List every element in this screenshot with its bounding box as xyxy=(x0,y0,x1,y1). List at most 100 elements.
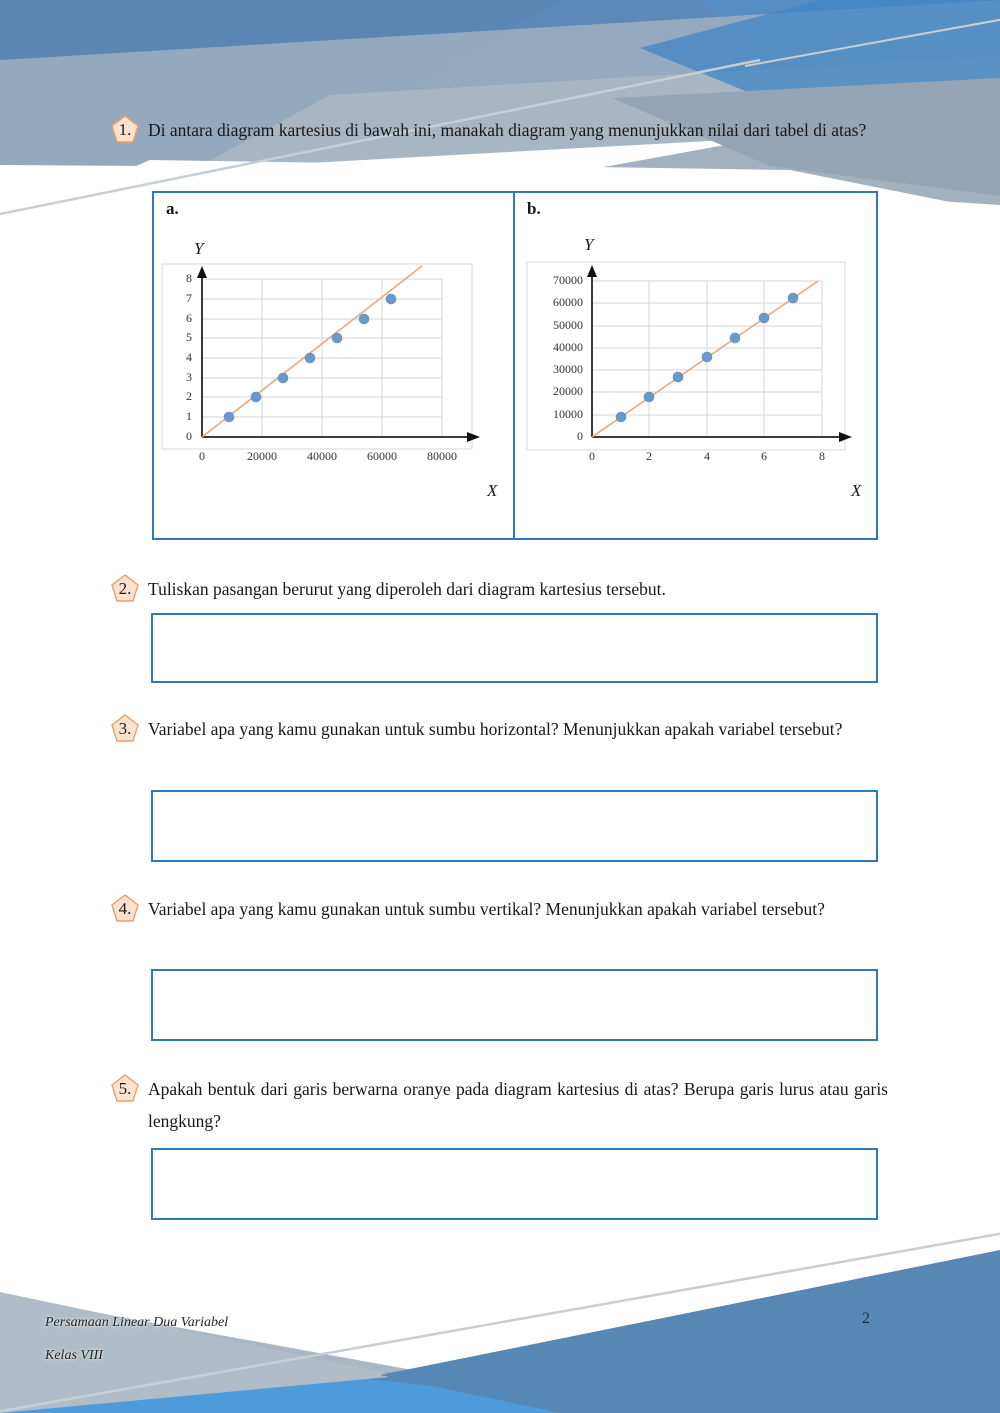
deco-shape-bottom-blue xyxy=(0,1250,1000,1413)
chart-a-ylabel: Y xyxy=(194,239,204,258)
question-number-1: 1. xyxy=(118,120,132,139)
chart-a-xtick: 20000 xyxy=(247,449,277,463)
chart-a-trendline xyxy=(201,265,423,438)
chart-b-gridlines-vertical xyxy=(648,281,823,437)
chart-a-xtick: 0 xyxy=(199,449,205,463)
chart-b-point xyxy=(701,351,713,363)
chart-b-ytick: 40000 xyxy=(553,340,583,354)
answer-box-q4[interactable] xyxy=(151,969,878,1041)
chart-b-xtick: 2 xyxy=(646,449,652,463)
chart-a-point xyxy=(331,332,343,344)
chart-cell-b: b. Y X xyxy=(515,193,876,538)
question-text-2: Tuliskan pasangan berurut yang diperoleh… xyxy=(148,579,666,599)
question-3: 3. Variabel apa yang kamu gunakan untuk … xyxy=(110,713,890,745)
question-text-3: Variabel apa yang kamu gunakan untuk sum… xyxy=(148,719,843,739)
chart-a-ytick: 1 xyxy=(186,409,192,423)
question-5: 5. Apakah bentuk dari garis berwarna ora… xyxy=(110,1073,890,1137)
chart-a-xtick: 60000 xyxy=(367,449,397,463)
chart-b-point xyxy=(787,292,799,304)
chart-cell-a: a. Y X xyxy=(154,193,515,538)
question-number-3: 3. xyxy=(118,719,132,738)
chart-a-ytick: 3 xyxy=(186,370,192,384)
chart-b-xaxis-arrow xyxy=(839,432,852,442)
question-2: 2. Tuliskan pasangan berurut yang dipero… xyxy=(110,573,890,605)
chart-b-ylabel: Y xyxy=(584,235,594,254)
chart-b-point xyxy=(729,332,741,344)
chart-a-ytick: 5 xyxy=(186,330,192,344)
pentagon-icon xyxy=(111,714,139,742)
chart-b-yaxis-arrow xyxy=(587,265,597,277)
question-text-4: Variabel apa yang kamu gunakan untuk sum… xyxy=(148,899,825,919)
deco-shape-top-gray xyxy=(0,0,1000,210)
footer-title: Persamaan Linear Dua Variabel xyxy=(45,1315,229,1330)
deco-line-top2 xyxy=(744,18,1000,67)
question-number-badge-5: 5. xyxy=(110,1073,140,1103)
deco-shape-bottom-blue3 xyxy=(380,1255,1000,1413)
chart-b-point xyxy=(643,391,655,403)
chart-b-ytick: 60000 xyxy=(553,295,583,309)
chart-b-point xyxy=(758,312,770,324)
question-number-badge-4: 4. xyxy=(110,893,140,923)
chart-b-xtick: 0 xyxy=(589,449,595,463)
chart-a-yaxis-arrow xyxy=(197,266,207,278)
question-number-2: 2. xyxy=(118,579,132,598)
pentagon-icon xyxy=(111,574,139,602)
chart-a-ytick: 6 xyxy=(186,311,192,325)
pentagon-icon xyxy=(111,115,139,143)
chart-a-xlabel: X xyxy=(487,481,498,500)
chart-a-point xyxy=(223,411,235,423)
chart-a-point xyxy=(385,293,397,305)
deco-shape-bottom-gray xyxy=(0,1260,1000,1413)
chart-b-data-points xyxy=(615,292,799,423)
chart-a-ytick: 0 xyxy=(186,429,192,443)
chart-b-point xyxy=(672,371,684,383)
chart-b-svg xyxy=(526,261,852,451)
chart-comparison-table: a. Y X xyxy=(152,191,878,540)
chart-b-ytick: 70000 xyxy=(553,273,583,287)
footer-subtitle: Kelas VIII xyxy=(45,1348,103,1363)
chart-b-xtick: 8 xyxy=(819,449,825,463)
page-number: 2 xyxy=(862,1310,870,1327)
question-1: 1. Di antara diagram kartesius di bawah … xyxy=(110,114,890,146)
deco-shape-top-right-blue xyxy=(700,0,1000,120)
chart-a-point xyxy=(250,391,262,403)
chart-a-xtick: 80000 xyxy=(427,449,457,463)
chart-b-point xyxy=(615,411,627,423)
answer-box-q5[interactable] xyxy=(151,1148,878,1220)
chart-b-ytick: 10000 xyxy=(553,407,583,421)
deco-shape-top-bluewedge xyxy=(640,0,1000,195)
chart-b-xtick: 4 xyxy=(704,449,710,463)
chart-a-frame xyxy=(161,263,473,450)
chart-a-point xyxy=(277,372,289,384)
chart-b-frame xyxy=(526,261,846,451)
answer-box-q2[interactable] xyxy=(151,613,878,683)
chart-a-ytick: 8 xyxy=(186,271,192,285)
chart-a-point xyxy=(358,313,370,325)
question-number-4: 4. xyxy=(118,899,132,918)
chart-b-ytick: 20000 xyxy=(553,384,583,398)
chart-b-ytick: 0 xyxy=(577,429,583,443)
question-number-badge-2: 2. xyxy=(110,573,140,603)
chart-a-ytick: 2 xyxy=(186,389,192,403)
chart-a-data-points xyxy=(223,293,397,423)
answer-box-q3[interactable] xyxy=(151,790,878,862)
chart-a-xaxis-arrow xyxy=(467,432,480,442)
chart-a-gridlines-vertical xyxy=(261,279,443,437)
deco-shape-bottom-blue2 xyxy=(0,1373,690,1413)
question-number-5: 5. xyxy=(118,1079,132,1098)
chart-a: Y X xyxy=(154,193,513,538)
deco-shape-top-left-blue xyxy=(0,0,1000,205)
question-4: 4. Variabel apa yang kamu gunakan untuk … xyxy=(110,893,890,925)
chart-a-svg xyxy=(161,263,480,450)
chart-a-xtick: 40000 xyxy=(307,449,337,463)
chart-b-xtick: 6 xyxy=(761,449,767,463)
pentagon-icon xyxy=(111,894,139,922)
chart-b-ytick: 50000 xyxy=(553,318,583,332)
chart-label-b: b. xyxy=(527,199,541,218)
chart-a-point xyxy=(304,352,316,364)
chart-b-ytick: 30000 xyxy=(553,362,583,376)
chart-a-ytick: 7 xyxy=(186,291,192,305)
chart-b-xlabel: X xyxy=(851,481,862,500)
chart-a-ytick: 4 xyxy=(186,350,192,364)
